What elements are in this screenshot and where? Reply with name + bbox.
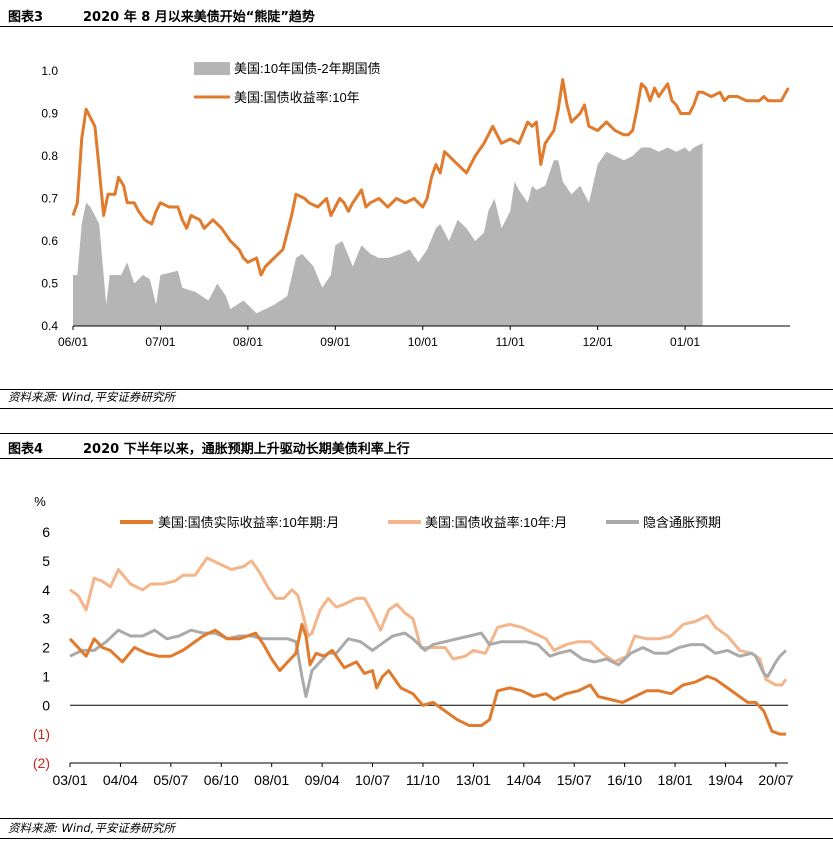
figure4-source: 资料来源: Wind,平安证券研究所 — [8, 821, 175, 835]
chart4-xtick-label: 15/07 — [557, 772, 592, 788]
chart4-xtick-label: 04/04 — [103, 772, 138, 788]
chart4-xtick-label: 05/07 — [153, 772, 188, 788]
figure4-title-text: 2020 下半年以来，通胀预期上升驱动长期美债利率上行 — [83, 442, 410, 457]
chart4-xtick-label: 10/07 — [355, 772, 390, 788]
chart4-ytick-label: 6 — [42, 524, 50, 540]
chart3-ytick-label: 0.9 — [41, 107, 58, 121]
chart3-xtick-label: 12/01 — [583, 335, 613, 349]
chart3-line-series — [71, 78, 790, 277]
chart3-legend-label-area: 美国:10年国债-2年期国债 — [234, 61, 381, 76]
chart4-xtick-label: 18/01 — [658, 772, 693, 788]
chart4-xtick-label: 20/07 — [758, 772, 793, 788]
figure3-title: 图表3 2020 年 8 月以来美债开始“熊陡”趋势 — [8, 6, 315, 25]
figure3-source-rule — [0, 408, 833, 409]
chart4-ytick-label: 0 — [42, 697, 50, 713]
chart3-ytick-label: 0.7 — [41, 192, 58, 206]
chart4-xtick-label: 06/10 — [204, 772, 239, 788]
chart4-ytick-label: 4 — [42, 582, 50, 598]
figure4-bottom-rule — [0, 818, 833, 819]
figure4-top-thin-rule — [0, 433, 833, 434]
chart4-xtick-label: 03/01 — [52, 772, 87, 788]
figure4-title: 图表4 2020 下半年以来，通胀预期上升驱动长期美债利率上行 — [8, 438, 410, 457]
chart4-xtick-label: 16/10 — [607, 772, 642, 788]
chart3-legend-label-line: 美国:国债收益率:10年 — [234, 90, 360, 105]
figure3-source: 资料来源: Wind,平安证券研究所 — [8, 390, 175, 404]
chart3-ytick-label: 0.5 — [41, 277, 58, 291]
chart4-legend-label-2: 美国:国债收益率:10年:月 — [425, 515, 567, 530]
chart4-ytick-label: 1 — [42, 668, 50, 684]
chart3-ytick-label: 1.0 — [41, 64, 58, 78]
chart3-ytick-label: 0.8 — [41, 149, 58, 163]
chart4-xtick-label: 09/04 — [305, 772, 340, 788]
chart3-xtick-label: 11/01 — [496, 335, 525, 349]
chart4-line-series-1 — [68, 622, 786, 736]
chart4-ytick-label: 5 — [42, 553, 50, 569]
chart3-xtick-label: 10/01 — [408, 335, 438, 349]
figure3-top-rule — [0, 26, 833, 27]
chart4-xtick-label: 08/01 — [254, 772, 289, 788]
figure4-top-rule — [0, 458, 833, 459]
chart3-xtick-label: 06/01 — [58, 335, 88, 349]
figure3-title-text: 2020 年 8 月以来美债开始“熊陡”趋势 — [83, 10, 315, 25]
chart3-xtick-label: 09/01 — [320, 335, 350, 349]
figure3-bottom-rule — [0, 389, 833, 390]
chart4-line-series-3 — [69, 628, 788, 699]
chart4-ytick-label: (1) — [33, 726, 50, 742]
figure4-source-rule — [0, 838, 833, 839]
chart3-ytick-label: 0.4 — [41, 319, 58, 333]
chart4-legend-label-3: 隐含通胀预期 — [643, 515, 721, 530]
chart4-line-series-2 — [69, 556, 788, 687]
chart4-ytick-label: (2) — [33, 755, 50, 771]
chart3-xtick-label: 08/01 — [233, 335, 263, 349]
figure4-label: 图表4 — [8, 442, 44, 457]
chart4-xtick-label: 13/01 — [456, 772, 491, 788]
chart4-xtick-label: 14/04 — [506, 772, 541, 788]
chart3-ytick-label: 0.6 — [41, 234, 58, 248]
chart4-xtick-label: 19/04 — [708, 772, 743, 788]
chart4-ytick-label: 3 — [42, 611, 50, 627]
chart4-ytick-label: 2 — [42, 640, 50, 656]
chart4-xtick-label: 11/10 — [406, 772, 440, 788]
chart3-xtick-label: 01/01 — [670, 335, 700, 349]
figure3-label: 图表3 — [8, 10, 44, 25]
chart3-xtick-label: 07/01 — [145, 335, 175, 349]
chart3-area-series — [73, 143, 703, 326]
chart4-unit-label: % — [34, 494, 46, 509]
chart3-legend-swatch-area — [194, 62, 230, 75]
chart4-legend-label-1: 美国:国债实际收益率:10年期:月 — [158, 515, 339, 530]
